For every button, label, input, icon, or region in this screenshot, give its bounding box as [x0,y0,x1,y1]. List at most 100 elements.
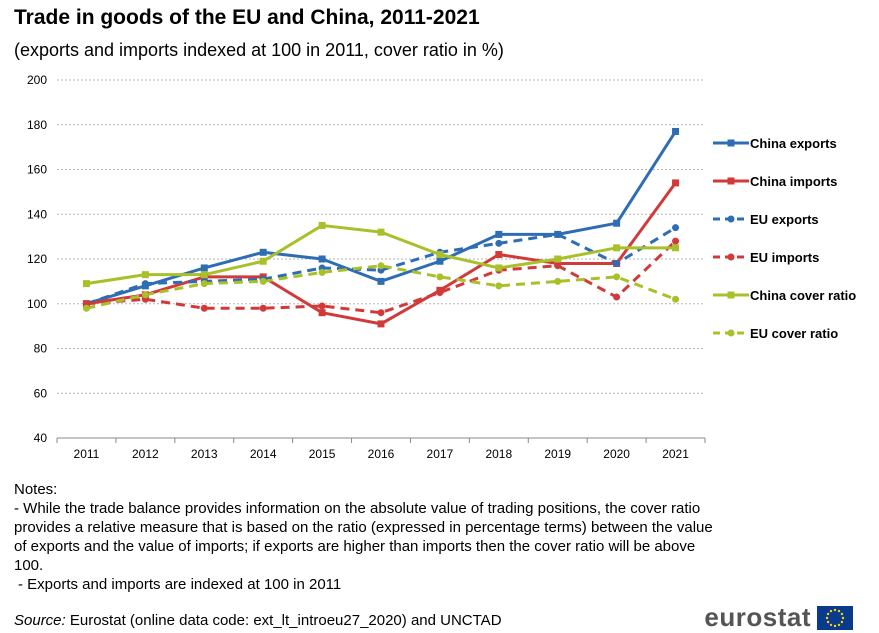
eurostat-logo: eurostat [704,602,853,633]
point-china-imports [318,309,326,317]
point-eu-imports [259,304,267,312]
point-china-exports [436,257,444,265]
source-label: Source: [14,612,66,629]
notes-heading: Notes: [14,481,58,498]
legend-item-eu-cover-ratio: EU cover ratio [712,314,856,352]
point-eu-cover-ratio [141,291,149,299]
point-eu-cover-ratio [495,282,503,290]
grid-lines [57,79,705,394]
x-tick-label: 2015 [309,447,336,461]
chart-title: Trade in goods of the EU and China, 2011… [14,6,480,29]
eu-flag-icon [817,605,853,630]
legend-label: EU imports [750,249,820,265]
point-eu-exports [613,259,621,267]
x-tick-label: 2020 [603,447,630,461]
y-tick-label: 160 [27,163,47,177]
point-china-imports [495,251,503,259]
point-china-exports [200,264,208,272]
x-tick-label: 2011 [74,447,100,461]
x-tick-label: 2017 [427,447,454,461]
point-china-exports [613,219,621,227]
note-cover-ratio: - While the trade balance provides infor… [14,500,713,574]
legend-item-china-cover-ratio: China cover ratio [712,276,856,314]
point-eu-imports [613,293,621,301]
series-line-eu-cover-ratio [86,264,677,310]
legend-swatch [713,139,749,147]
point-china-imports [377,320,385,328]
point-eu-imports [318,302,326,310]
point-china-cover-ratio [495,264,503,272]
legend-swatch [713,291,749,299]
point-eu-exports [495,239,503,247]
series-markers [82,127,680,328]
y-tick-label: 60 [34,386,48,400]
legend-swatch [713,253,749,261]
point-eu-exports [554,230,562,238]
point-eu-cover-ratio [200,280,208,288]
x-tick-label: 2018 [485,447,512,461]
point-china-cover-ratio [672,244,680,252]
chart-subtitle: (exports and imports indexed at 100 in 2… [14,40,504,60]
point-eu-cover-ratio [82,304,90,312]
point-eu-cover-ratio [436,273,444,281]
y-tick-label: 100 [27,297,47,311]
point-china-cover-ratio [82,280,90,288]
series-line-eu-imports [86,240,677,315]
point-china-cover-ratio [377,228,385,236]
point-eu-imports [377,309,385,317]
x-tick-label: 2014 [250,447,277,461]
legend-label: China cover ratio [750,287,857,303]
x-tick-label: 2012 [132,447,159,461]
x-tick-label: 2016 [368,447,395,461]
legend-label: EU cover ratio [750,325,839,341]
point-eu-cover-ratio [672,295,680,303]
series-line-eu-exports [85,226,677,306]
x-tick-label: 2013 [191,447,218,461]
point-china-cover-ratio [436,251,444,259]
source-line: Source: Eurostat (online data code: ext_… [14,612,502,629]
point-eu-imports [200,304,208,312]
point-china-exports [318,255,326,263]
point-china-cover-ratio [259,257,267,265]
point-eu-exports [141,280,149,288]
point-eu-cover-ratio [613,273,621,281]
y-tick-label: 180 [27,118,47,132]
point-eu-cover-ratio [377,262,385,270]
x-tick-label: 2019 [544,447,571,461]
point-eu-imports [436,289,444,297]
point-eu-imports [672,237,680,245]
point-china-exports [495,230,503,238]
notes: Notes: - While the trade balance provide… [14,480,714,594]
axes: 40 60 80 100 120 140 160 180 200 2011 2012 2013 2014… [27,73,706,461]
legend-label: EU exports [750,211,819,227]
legend-swatch [713,177,749,185]
brand-name: eurostat [704,602,811,632]
point-china-imports [672,179,680,187]
point-china-cover-ratio [554,255,562,263]
series-lines [85,130,677,326]
y-tick-label: 120 [27,252,47,266]
y-tick-label: 40 [34,431,48,445]
legend: China exports China imports EU exports EU i… [712,124,856,352]
point-eu-cover-ratio [554,277,562,285]
point-china-cover-ratio [141,271,149,279]
legend-item-eu-imports: EU imports [712,238,856,276]
point-china-cover-ratio [613,244,621,252]
point-eu-imports [554,262,562,270]
legend-swatch [713,329,749,337]
note-index: - Exports and imports are indexed at 100… [18,576,342,593]
point-china-exports [259,248,267,256]
point-china-exports [377,277,385,285]
point-eu-cover-ratio [318,268,326,276]
y-tick-label: 140 [27,207,47,221]
legend-label: China imports [750,173,838,189]
y-tick-label: 200 [27,73,47,87]
point-china-cover-ratio [200,271,208,279]
legend-item-eu-exports: EU exports [712,200,856,238]
point-eu-exports [672,224,680,232]
legend-label: China exports [750,135,837,151]
legend-swatch [713,215,749,223]
legend-item-china-imports: China imports [712,162,856,200]
y-tick-label: 80 [34,342,48,356]
